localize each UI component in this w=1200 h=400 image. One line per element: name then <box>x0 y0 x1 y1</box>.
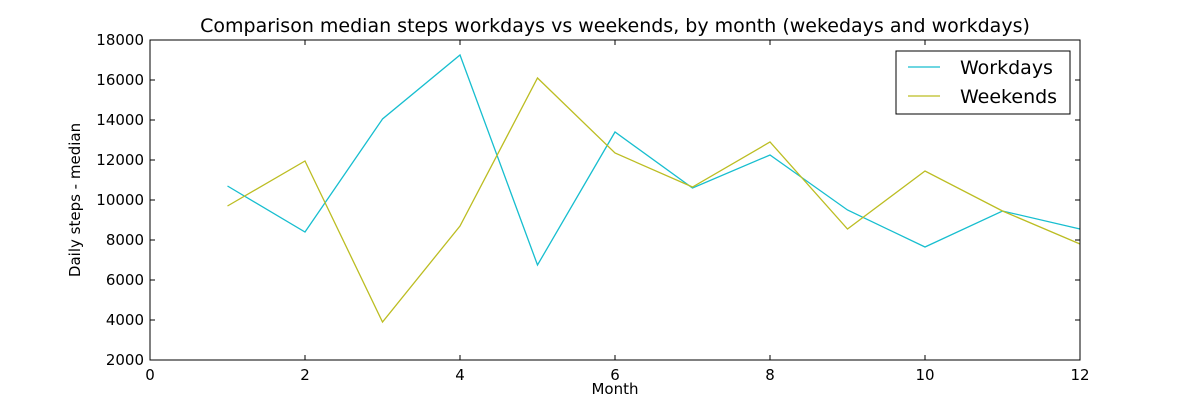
chart-title: Comparison median steps workdays vs week… <box>200 15 1030 37</box>
legend-box <box>895 50 1071 115</box>
x-tick-label: 0 <box>145 366 155 384</box>
series-line-workdays <box>227 53 1081 267</box>
legend-label-workdays: Workdays <box>960 57 1053 79</box>
y-tick-label: 16000 <box>96 71 144 89</box>
x-tick-label: 12 <box>1070 366 1089 384</box>
x-tick-label: 10 <box>915 366 934 384</box>
y-tick-label: 18000 <box>96 31 144 49</box>
y-tick-label: 12000 <box>96 151 144 169</box>
y-tick-label: 10000 <box>96 191 144 209</box>
legend: Workdays Weekends <box>895 50 1071 115</box>
x-tick-label: 4 <box>455 366 465 384</box>
y-axis-title: Daily steps - median <box>66 123 84 277</box>
y-tick-label: 14000 <box>96 111 144 129</box>
x-axis-title: Month <box>591 380 638 398</box>
plot-area: 0 2 4 6 8 10 12 2000 4000 6000 8000 10000 12000 14000… <box>96 31 1089 384</box>
y-tick-label: 2000 <box>106 351 144 369</box>
series-line-weekends <box>227 76 1081 324</box>
y-tick-label: 6000 <box>106 271 144 289</box>
y-tick-label: 8000 <box>106 231 144 249</box>
y-tick-label: 4000 <box>106 311 144 329</box>
x-tick-label: 2 <box>300 366 310 384</box>
legend-label-weekends: Weekends <box>960 86 1057 108</box>
x-tick-label: 8 <box>765 366 775 384</box>
x-tick-label: 6 <box>610 366 620 384</box>
